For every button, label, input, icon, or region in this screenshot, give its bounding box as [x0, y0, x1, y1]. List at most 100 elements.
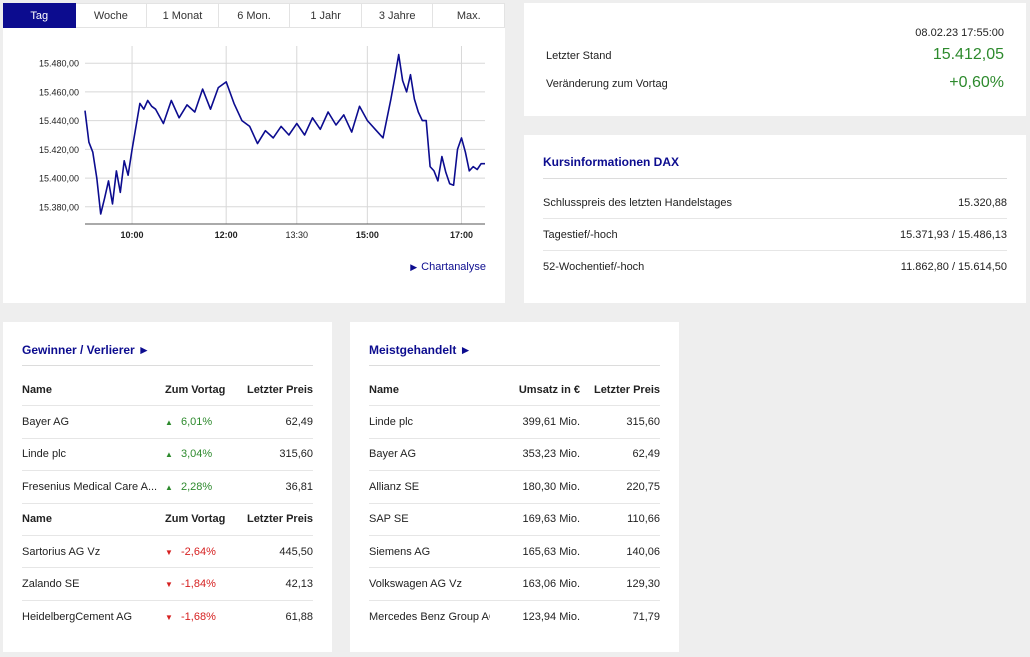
table-row[interactable]: Bayer AG ▲ 6,01% 62,49: [22, 406, 313, 439]
divider: [369, 365, 660, 366]
most-traded-table: Name Umsatz in € Letzter Preis Linde plc…: [369, 374, 660, 633]
tab-max[interactable]: Max.: [433, 3, 506, 28]
stock-price: 315,60: [279, 448, 313, 461]
col-price: Letzter Preis: [246, 513, 313, 526]
stock-price: 315,60: [626, 416, 660, 429]
last-price-label: Letzter Stand: [546, 50, 612, 62]
col-name: Name: [22, 383, 52, 396]
y-tick-label: 15.480,00: [39, 59, 79, 69]
change-label: Veränderung zum Vortag: [546, 78, 668, 90]
table-row[interactable]: Sartorius AG Vz ▼ -2,64% 445,50: [22, 536, 313, 569]
quote-timestamp: 08.02.23 17:55:00: [915, 27, 1004, 39]
table-header: Name Umsatz in € Letzter Preis: [369, 374, 660, 407]
stock-name[interactable]: Fresenius Medical Care A...: [22, 480, 158, 493]
stock-name[interactable]: SAP SE: [369, 513, 409, 526]
tab-1-monat[interactable]: 1 Monat: [147, 3, 219, 28]
intraday-chart: 15.380,00 15.400,00 15.420,00 15.440,00 15.4…: [39, 46, 485, 240]
stock-price: 36,81: [285, 480, 313, 493]
table-header: Name Zum Vortag Letzter Preis: [22, 504, 313, 536]
kursinfo-label: Tagestief/-hoch: [543, 228, 618, 241]
tab-3-jahre[interactable]: 3 Jahre: [361, 3, 434, 28]
col-name: Name: [22, 513, 52, 526]
triangle-up-icon: ▲: [165, 482, 173, 492]
tab-woche[interactable]: Woche: [75, 3, 148, 28]
stock-name[interactable]: Mercedes Benz Group AG...: [369, 610, 490, 623]
triangle-down-icon: ▼: [165, 547, 173, 557]
play-icon: ▶: [410, 262, 418, 272]
last-price-value: 15.412,05: [932, 46, 1004, 63]
kursinfo-list: Schlusspreis des letzten Handelstages 15…: [524, 187, 1026, 283]
table-row[interactable]: Bayer AG 353,23 Mio. 62,49: [369, 439, 660, 472]
winners-losers-table: Name Zum Vortag Letzter Preis Bayer AG ▲…: [22, 374, 313, 633]
table-row[interactable]: SAP SE 169,63 Mio. 110,66: [369, 504, 660, 536]
stock-turnover: 399,61 Mio.: [522, 416, 580, 429]
stock-price: 129,30: [626, 578, 660, 591]
kursinfo-title: Kursinformationen DAX: [543, 155, 680, 169]
stock-price: 71,79: [632, 610, 660, 623]
last-price-row: Letzter Stand 15.412,05: [546, 46, 1004, 64]
kursinfo-row: Schlusspreis des letzten Handelstages 15…: [543, 187, 1007, 219]
price-line: [84, 53, 485, 215]
change-row: Veränderung zum Vortag +0,60%: [546, 74, 1004, 92]
stock-turnover: 180,30 Mio.: [522, 480, 580, 493]
stock-name[interactable]: Linde plc: [22, 448, 67, 461]
table-row[interactable]: Mercedes Benz Group AG... 123,94 Mio. 71…: [369, 601, 660, 633]
col-price: Letzter Preis: [593, 383, 660, 396]
stock-turnover: 169,63 Mio.: [522, 513, 580, 526]
stock-name[interactable]: Volkswagen AG Vz: [369, 578, 462, 591]
y-tick-label: 15.400,00: [39, 174, 79, 184]
table-row[interactable]: Zalando SE ▼ -1,84% 42,13: [22, 568, 313, 601]
y-tick-label: 15.420,00: [39, 145, 79, 155]
table-header: Name Zum Vortag Letzter Preis: [22, 374, 313, 407]
table-row[interactable]: Allianz SE 180,30 Mio. 220,75: [369, 471, 660, 504]
stock-name[interactable]: Linde plc: [369, 416, 414, 429]
col-name: Name: [369, 383, 399, 396]
y-tick-label: 15.460,00: [39, 87, 79, 97]
col-change: Zum Vortag: [165, 513, 226, 526]
table-row[interactable]: HeidelbergCement AG ▼ -1,68% 61,88: [22, 601, 313, 633]
stock-price: 140,06: [626, 545, 660, 558]
triangle-up-icon: ▲: [165, 418, 173, 428]
stock-name[interactable]: Allianz SE: [369, 480, 420, 493]
x-tick-label: 10:00: [121, 230, 144, 240]
triangle-down-icon: ▼: [165, 580, 173, 590]
table-row[interactable]: Fresenius Medical Care A... ▲ 2,28% 36,81: [22, 471, 313, 504]
stock-change: ▼ -2,64%: [165, 545, 216, 558]
y-tick-label: 15.440,00: [39, 116, 79, 126]
chartanalyse-link[interactable]: ▶ Chartanalyse: [410, 261, 486, 273]
stock-change: ▼ -1,84%: [165, 578, 216, 591]
kursinfo-row: Tagestief/-hoch 15.371,93 / 15.486,13: [543, 219, 1007, 251]
stock-price: 110,66: [627, 513, 660, 526]
stock-name[interactable]: Bayer AG: [22, 416, 70, 429]
table-row[interactable]: Linde plc ▲ 3,04% 315,60: [22, 439, 313, 472]
table-row[interactable]: Linde plc 399,61 Mio. 315,60: [369, 406, 660, 439]
kursinfo-value: 11.862,80 / 15.614,50: [900, 261, 1007, 273]
triangle-up-icon: ▲: [165, 450, 173, 460]
winners-losers-title[interactable]: Gewinner / Verlierer ►: [22, 343, 150, 357]
table-row[interactable]: Volkswagen AG Vz 163,06 Mio. 129,30: [369, 568, 660, 601]
stock-name[interactable]: HeidelbergCement AG: [22, 610, 133, 623]
kursinfo-label: Schlusspreis des letzten Handelstages: [543, 196, 732, 209]
stock-price: 220,75: [626, 480, 660, 493]
col-price: Letzter Preis: [246, 383, 313, 396]
x-tick-label: 13:30: [285, 230, 308, 240]
stock-price: 61,88: [285, 610, 313, 623]
change-value: +0,60%: [949, 74, 1004, 91]
divider: [543, 178, 1007, 179]
stock-name[interactable]: Sartorius AG Vz: [22, 545, 101, 558]
x-tick-label: 12:00: [215, 230, 238, 240]
tab-1-jahr[interactable]: 1 Jahr: [290, 3, 362, 28]
stock-name[interactable]: Siemens AG: [369, 545, 431, 558]
chartanalyse-label: Chartanalyse: [421, 261, 486, 273]
tab-6-mon[interactable]: 6 Mon.: [218, 3, 291, 28]
stock-change: ▼ -1,68%: [165, 610, 216, 623]
col-change: Zum Vortag: [165, 383, 226, 396]
stock-name[interactable]: Bayer AG: [369, 448, 417, 461]
most-traded-title[interactable]: Meistgehandelt ►: [369, 343, 472, 357]
table-row[interactable]: Siemens AG 165,63 Mio. 140,06: [369, 536, 660, 569]
y-tick-label: 15.380,00: [39, 202, 79, 212]
stock-name[interactable]: Zalando SE: [22, 578, 80, 591]
tab-tag[interactable]: Tag: [3, 3, 76, 28]
stock-change: ▲ 6,01%: [165, 416, 213, 429]
stock-change: ▲ 2,28%: [165, 480, 213, 493]
